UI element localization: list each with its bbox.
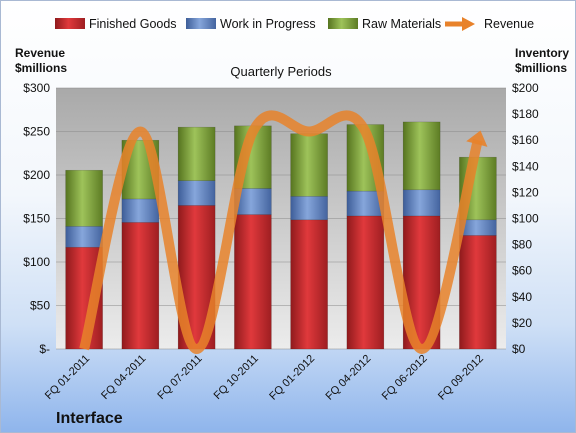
left-axis-ticks: $- $50 $100 $150 $200 $250 $300 [23,81,50,356]
right-tick-label: $20 [512,316,532,330]
bar-finished-goods [459,235,497,350]
right-tick-label: $180 [512,107,539,121]
right-tick-label: $100 [512,212,539,226]
revenue-line-path [79,110,483,354]
legend-label-finished-goods: Finished Goods [89,17,177,31]
bar-finished-goods [346,215,385,350]
right-tick-label: $120 [512,185,539,199]
left-tick-label: $100 [23,255,50,269]
legend-item-work-in-progress: Work in Progress [186,17,316,31]
left-tick-label: $250 [23,125,50,139]
right-tick-label: $40 [512,290,532,304]
x-tick-label: FQ 01-2011 [43,353,92,402]
legend-label-revenue: Revenue [484,17,534,31]
left-tick-label: $200 [23,168,50,182]
chart-subtitle: Quarterly Periods [230,64,332,79]
right-axis-ticks: $0 $20 $40 $60 $80 $100 $120 $140 $160 $180 $200 [512,81,539,356]
left-tick-label: $- [39,342,50,356]
right-axis-title-line2: $millions [515,61,567,75]
x-tick-label: FQ 10-2011 [212,353,261,402]
right-tick-label: $160 [512,133,539,147]
right-tick-label: $0 [512,342,526,356]
bar-work-in-progress [65,226,103,248]
company-name: Interface [56,410,123,427]
bar-finished-goods [290,219,328,350]
legend-swatch-finished-goods [55,18,85,29]
right-tick-label: $140 [512,159,539,173]
right-tick-label: $200 [512,81,539,95]
left-tick-label: $300 [23,81,50,95]
x-tick-label: FQ 01-2012 [267,353,317,403]
legend-swatch-work-in-progress [186,18,216,29]
x-tick-label: FQ 09-2012 [436,353,486,403]
right-tick-label: $80 [512,238,532,252]
left-axis-title-line1: Revenue [15,46,65,60]
bar-work-in-progress [290,196,328,221]
x-tick-label: FQ 07-2011 [155,353,204,402]
x-tick-label: FQ 06-2012 [380,353,430,403]
left-axis-title-line2: $millions [15,61,67,75]
legend-swatch-raw-materials [328,18,358,29]
legend: Finished Goods Work in Progress Raw Mate… [55,17,534,31]
legend-item-finished-goods: Finished Goods [55,17,177,31]
bar-finished-goods [121,222,160,350]
bar-raw-materials [65,169,103,227]
bar-raw-materials [402,121,441,191]
revenue-arrow-head [466,130,488,147]
bar-raw-materials [290,133,328,197]
legend-item-revenue: Revenue [445,17,534,31]
legend-item-raw-materials: Raw Materials [328,17,441,31]
left-tick-label: $150 [23,212,50,226]
right-tick-label: $60 [512,264,532,278]
legend-arrow-revenue [462,17,475,31]
bar-work-in-progress [121,198,160,223]
bar-finished-goods [234,214,272,350]
bar-work-in-progress [177,180,216,206]
bar-raw-materials [177,126,216,181]
legend-label-raw-materials: Raw Materials [362,17,441,31]
x-axis-labels: FQ 01-2011 FQ 04-2011 FQ 07-2011 FQ 10-2011… [43,353,486,403]
bar-work-in-progress [402,189,441,217]
right-axis-title-line1: Inventory [515,46,569,60]
legend-label-work-in-progress: Work in Progress [220,17,316,31]
x-tick-label: FQ 04-2011 [99,353,148,402]
x-tick-label: FQ 04-2012 [324,353,374,403]
revenue-line [79,110,488,354]
left-tick-label: $50 [30,299,50,313]
